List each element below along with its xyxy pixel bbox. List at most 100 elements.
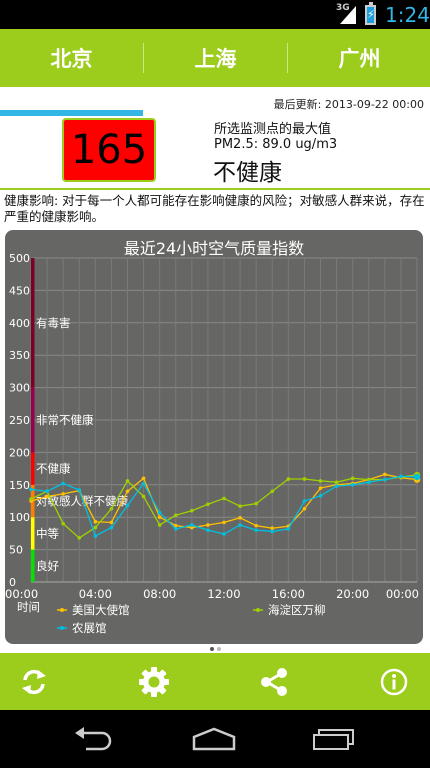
data-point	[302, 477, 307, 481]
y-tick-label: 200	[9, 446, 30, 459]
data-point	[222, 520, 226, 525]
home-icon	[192, 727, 236, 751]
back-button[interactable]	[64, 724, 124, 754]
share-button[interactable]	[254, 663, 294, 701]
data-point	[270, 526, 275, 531]
share-icon	[261, 668, 287, 696]
data-point	[238, 504, 242, 508]
signal-icon	[340, 6, 356, 24]
data-point	[190, 523, 194, 527]
page-dot	[216, 646, 221, 651]
data-point	[206, 502, 210, 507]
data-point	[173, 513, 178, 518]
status-bar: 3G ⚡ 1:24	[0, 0, 430, 29]
aqi-level-label: 不健康	[213, 160, 282, 186]
x-tick-label: 04:00	[79, 587, 112, 601]
legend-swatch-dot	[256, 608, 260, 612]
back-icon	[75, 727, 112, 751]
data-point	[334, 484, 339, 488]
data-point	[29, 497, 33, 501]
y-tick-label: 0	[9, 576, 16, 589]
data-point	[286, 477, 291, 481]
refresh-icon	[22, 669, 46, 695]
data-point	[125, 479, 130, 483]
data-point	[399, 474, 403, 479]
data-point	[206, 523, 210, 527]
aqi-band	[31, 517, 35, 550]
data-point	[141, 476, 146, 481]
data-point	[141, 481, 146, 486]
tab-beijing[interactable]: 北京	[50, 47, 93, 71]
data-point	[270, 489, 275, 494]
data-point	[206, 528, 210, 532]
bottom-toolbar	[0, 653, 430, 710]
refresh-button[interactable]	[14, 663, 54, 701]
y-tick-label: 150	[9, 479, 30, 492]
data-point	[109, 520, 114, 525]
data-point	[366, 477, 371, 482]
y-tick-label: 300	[9, 382, 30, 395]
data-point	[334, 480, 339, 485]
settings-button[interactable]	[134, 663, 174, 701]
data-point	[157, 510, 162, 515]
data-point	[157, 515, 162, 519]
x-tick-label: 20:00	[336, 587, 369, 601]
data-point	[157, 523, 162, 527]
legend-swatch-dot	[60, 608, 64, 612]
data-point	[173, 527, 178, 531]
chart-title: 最近24小时空气质量指数	[124, 239, 304, 258]
tab-shanghai[interactable]: 上海	[194, 47, 237, 71]
data-point	[350, 483, 355, 487]
divider	[0, 188, 430, 190]
data-point	[350, 476, 355, 481]
clock: 1:24	[385, 3, 430, 27]
health-impact-text: 健康影响: 对于每一个人都可能存在影响健康的风险；对敏感人群来说，存在严重的健康…	[4, 193, 425, 224]
max-value-label: 所选监测点的最大值	[214, 122, 332, 137]
aqi-chart[interactable]: 最近24小时空气质量指数 0 50 100 150 200 250 300 350 400 450 5…	[5, 230, 423, 644]
data-point	[302, 506, 307, 511]
data-point	[318, 479, 323, 483]
tab-divider	[143, 43, 144, 73]
pm25-label: PM2.5: 89.0 ug/m3	[214, 137, 338, 152]
data-point	[173, 523, 178, 528]
aqi-band-label: 中等	[36, 526, 59, 540]
data-point	[383, 477, 387, 482]
data-point	[45, 494, 49, 499]
city-tabs: 北京 上海 广州	[0, 29, 430, 116]
data-point	[190, 525, 194, 530]
x-tick-label: 00:00	[386, 587, 419, 601]
x-tick-label: 00:00	[5, 587, 38, 601]
y-tick-label: 100	[9, 511, 30, 524]
data-point	[318, 486, 323, 490]
data-point	[270, 529, 275, 534]
info-button[interactable]	[374, 663, 414, 701]
y-tick-label: 350	[9, 349, 30, 362]
system-nav-bar	[0, 710, 430, 768]
data-point	[413, 473, 421, 481]
data-point	[141, 494, 146, 499]
gear-icon	[139, 667, 169, 697]
x-axis-label: 时间	[17, 600, 40, 614]
data-point	[383, 472, 387, 477]
y-tick-label: 50	[9, 544, 23, 557]
tab-guangzhou[interactable]: 广州	[338, 47, 381, 71]
legend-swatch-dot	[60, 626, 64, 630]
recents-button[interactable]	[304, 724, 364, 754]
legend-label: 美国大使馆	[72, 603, 130, 617]
data-point	[254, 528, 258, 532]
data-point	[222, 496, 226, 501]
data-point	[93, 525, 98, 530]
aqi-band-label: 良好	[36, 559, 59, 573]
y-tick-label: 450	[9, 284, 30, 297]
data-point	[254, 523, 258, 528]
data-point	[93, 519, 98, 524]
data-point	[318, 494, 323, 498]
home-button[interactable]	[184, 724, 244, 754]
data-point	[29, 487, 33, 492]
aqi-band-label: 有毒害	[36, 316, 71, 330]
legend-label: 农展馆	[72, 621, 107, 635]
selected-tab-indicator	[0, 110, 143, 116]
data-point	[45, 489, 49, 494]
data-point	[61, 481, 65, 486]
recents-icon	[313, 729, 354, 750]
